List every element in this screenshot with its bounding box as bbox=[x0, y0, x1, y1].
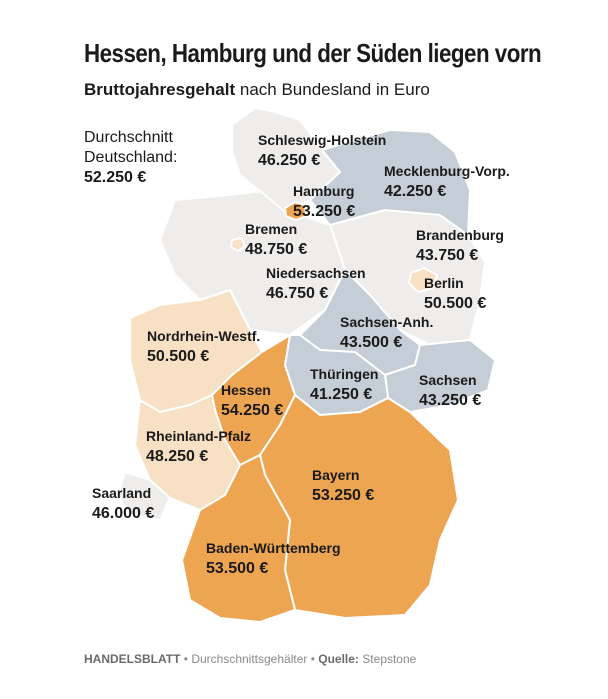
state-shape bbox=[309, 129, 471, 236]
state-label: Bremen 48.750 € bbox=[245, 221, 308, 258]
national-average: Durchschnitt Deutschland: 52.250 € bbox=[84, 128, 177, 188]
state-label: Hamburg 53.250 € bbox=[293, 183, 356, 220]
state-label: Hessen 54.250 € bbox=[221, 382, 284, 419]
state-shape bbox=[117, 471, 171, 521]
state-label: Sachsen-Anh. 43.500 € bbox=[340, 314, 434, 351]
footer-source-label: Quelle: bbox=[318, 652, 359, 666]
footer-topic: Durchschnittsgehälter bbox=[191, 652, 308, 666]
map-subtitle: Bruttojahresgehalt nach Bundesland in Eu… bbox=[84, 80, 430, 100]
footer: HANDELSBLATT • Durchschnittsgehälter • Q… bbox=[84, 652, 417, 666]
state-label: Baden-Württemberg 53.500 € bbox=[206, 540, 341, 577]
map-title: Hessen, Hamburg und der Süden liegen vor… bbox=[84, 38, 542, 68]
state-label: Rheinland-Pfalz 48.250 € bbox=[146, 428, 252, 465]
state-label: Nordrhein-Westf. 50.500 € bbox=[147, 328, 261, 365]
average-value: 52.250 € bbox=[84, 169, 147, 186]
subtitle-rest: nach Bundesland in Euro bbox=[235, 80, 430, 99]
state-shape bbox=[284, 201, 307, 221]
state-label: Schleswig-Holstein 46.250 € bbox=[258, 132, 387, 169]
state-label: Berlin 50.500 € bbox=[424, 275, 487, 312]
state-label: Bayern 53.250 € bbox=[312, 467, 375, 504]
footer-source: Stepstone bbox=[358, 652, 417, 666]
average-label-1: Durchschnitt bbox=[84, 129, 173, 146]
state-label: Thüringen 41.250 € bbox=[310, 366, 379, 403]
state-label: Saarland 46.000 € bbox=[92, 485, 155, 522]
state-shape bbox=[230, 237, 246, 252]
subtitle-bold: Bruttojahresgehalt bbox=[84, 80, 236, 99]
state-shape bbox=[181, 454, 296, 623]
state-label: Niedersachsen 46.750 € bbox=[266, 265, 366, 302]
average-label-2: Deutschland: bbox=[84, 149, 178, 166]
state-shape bbox=[259, 394, 459, 619]
state-label: Mecklenburg-Vorp. 42.250 € bbox=[384, 163, 510, 200]
state-shape bbox=[408, 267, 438, 293]
footer-brand: HANDELSBLATT bbox=[84, 652, 181, 666]
state-label: Sachsen 43.250 € bbox=[419, 372, 482, 409]
state-label: Brandenburg 43.750 € bbox=[416, 227, 504, 264]
